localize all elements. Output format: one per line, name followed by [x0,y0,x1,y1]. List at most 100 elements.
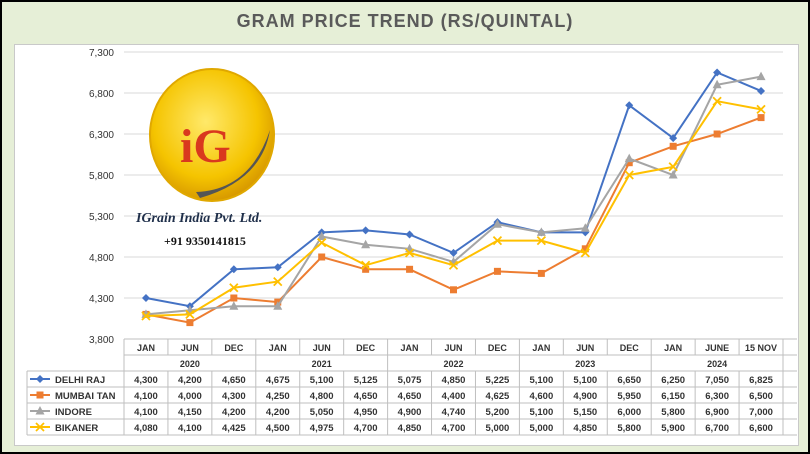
table-cell: 5,800 [617,423,641,434]
table-cell: 6,300 [705,391,729,402]
table-cell: 4,675 [266,375,290,386]
table-cell: 4,600 [529,391,553,402]
table-cell: 4,650 [354,391,378,402]
data-point-mumbai-tan [406,265,414,273]
logo-phone: +91 9350141815 [164,234,246,248]
table-cell: 6,825 [749,375,773,386]
data-point-bikaner [668,162,678,172]
table-cell: 6,900 [705,407,729,418]
data-point-delhi-raj [669,134,678,143]
logo-mark: iG [180,120,231,173]
table-cell: 4,200 [222,407,246,418]
legend-marker [36,391,44,399]
table-cell: 4,100 [134,407,158,418]
table-cell: 4,080 [134,423,158,434]
table-cell: 4,250 [266,391,290,402]
data-point-bikaner [624,170,634,180]
data-point-indore [229,301,239,310]
data-point-indore [668,170,678,179]
legend-label: MUMBAI TAN [55,391,116,402]
data-point-indore [536,227,546,236]
table-cell: 4,400 [442,391,466,402]
table-cell: 6,500 [749,391,773,402]
data-point-mumbai-tan [625,159,633,167]
x-tick-label: JAN [401,343,419,353]
table-cell: 4,700 [442,423,466,434]
table-cell: 4,700 [354,423,378,434]
year-label: 2021 [312,359,332,369]
table-cell: 4,850 [442,375,466,386]
table-cell: 4,740 [442,407,466,418]
year-label: 2024 [707,359,727,369]
table-cell: 6,000 [617,407,641,418]
data-point-bikaner [317,238,327,248]
data-point-mumbai-tan [537,269,545,277]
data-point-mumbai-tan [450,286,457,294]
data-point-bikaner [360,260,371,270]
table-cell: 5,900 [661,423,685,434]
legend-marker [36,375,44,383]
data-point-indore [317,231,327,240]
data-table: JAN JUN DEC JAN JUN DEC JAN JUN DEC JAN JUN DEC JAN J… [26,338,797,436]
x-tick-label: JUN [576,343,594,353]
table-cell: 4,850 [573,423,597,434]
y-tick-label: 6,300 [89,130,114,141]
y-tick-label: 5,300 [89,212,114,223]
legend-label: DELHI RAJ [55,375,105,386]
table-cell: 4,000 [178,391,202,402]
table-cell: 4,150 [178,407,202,418]
table-cell: 4,650 [222,375,246,386]
data-point-delhi-raj [713,68,722,77]
table-cell: 6,650 [617,375,641,386]
year-label: 2020 [180,359,200,369]
table-cell: 4,300 [222,391,246,402]
data-point-delhi-raj [449,248,458,257]
data-point-mumbai-tan [669,142,677,150]
data-point-bikaner [712,96,722,106]
x-tick-label: DEC [356,343,376,353]
chart-title: GRAM PRICE TREND (RS/QUINTAL) [236,11,574,31]
legend-marker [35,422,45,432]
table-cell: 6,250 [661,375,685,386]
x-tick-label: JUNE [705,343,729,353]
year-label: 2023 [575,359,595,369]
data-point-mumbai-tan [318,253,326,261]
table-cell: 5,225 [486,375,510,386]
table-cell: 4,900 [398,407,422,418]
table-cell: 5,000 [529,423,553,434]
x-tick-label: JAN [137,343,155,353]
data-point-bikaner [404,248,415,258]
table-cell: 5,075 [398,375,422,386]
table-cell: 7,000 [749,407,773,418]
data-point-delhi-raj [273,263,282,272]
x-tick-label: JUN [181,343,199,353]
x-tick-label: JUN [444,343,462,353]
x-tick-label: 15 NOV [745,343,777,353]
company-logo: iG IGrain India Pvt. Ltd. +91 9350141815 [135,68,275,248]
series-lines [141,68,766,327]
data-point-delhi-raj [625,101,634,110]
table-cell: 4,975 [310,423,334,434]
data-point-indore [580,223,590,232]
data-point-mumbai-tan [362,265,370,273]
data-point-delhi-raj [229,265,238,274]
table-cell: 4,100 [178,423,202,434]
table-cell: 4,850 [398,423,422,434]
legend-label: INDORE [55,407,92,418]
data-point-mumbai-tan [581,245,589,253]
table-cell: 4,200 [178,375,202,386]
data-point-mumbai-tan [186,319,194,327]
table-cell: 5,100 [573,375,597,386]
logo-company-name: IGrain India Pvt. Ltd. [135,211,262,226]
x-tick-label: DEC [488,343,508,353]
table-cell: 4,950 [354,407,378,418]
table-cell: 5,150 [573,407,597,418]
data-point-delhi-raj [405,230,414,239]
data-point-mumbai-tan [230,294,238,302]
table-cell: 5,950 [617,391,641,402]
table-cell: 4,800 [310,391,334,402]
table-cell: 6,150 [661,391,685,402]
y-tick-label: 4,800 [89,253,114,264]
y-tick-label: 7,300 [89,48,114,59]
table-cell: 5,100 [310,375,334,386]
